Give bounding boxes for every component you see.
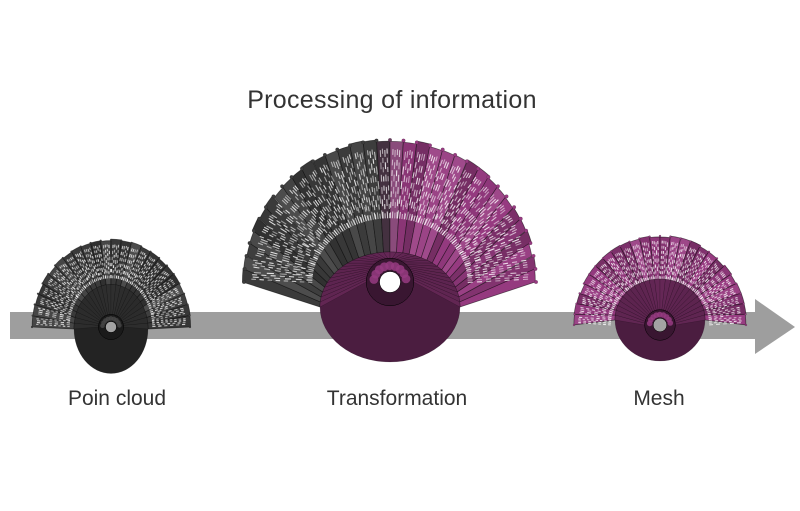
svg-text:Transformation: Transformation (327, 387, 467, 410)
svg-text:Poin cloud: Poin cloud (68, 387, 166, 410)
svg-text:Processing of information: Processing of information (247, 86, 537, 114)
svg-text:Mesh: Mesh (633, 387, 684, 410)
